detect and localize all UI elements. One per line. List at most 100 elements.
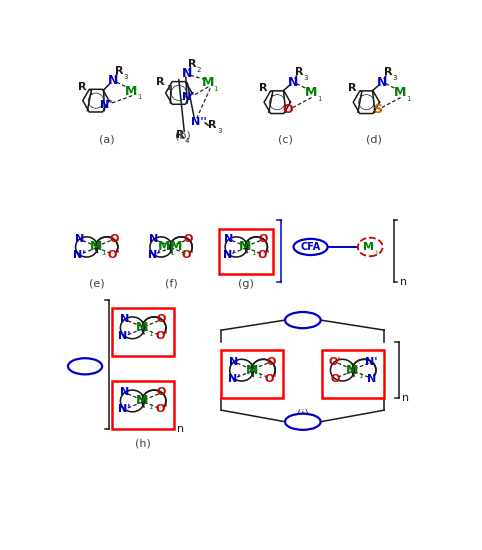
Text: N': N' <box>119 404 131 415</box>
Text: R: R <box>295 67 303 77</box>
Text: O': O' <box>155 331 168 342</box>
Text: N': N' <box>223 250 235 260</box>
Text: 2: 2 <box>182 250 187 256</box>
Text: N': N' <box>100 100 112 110</box>
Text: N': N' <box>365 356 378 367</box>
Text: 3: 3 <box>124 74 128 80</box>
Text: O': O' <box>257 250 270 260</box>
Text: (a): (a) <box>99 134 115 144</box>
Text: R: R <box>348 84 357 94</box>
Text: S: S <box>373 103 382 117</box>
Text: 1: 1 <box>88 90 93 96</box>
Ellipse shape <box>68 358 102 375</box>
Text: M: M <box>90 240 102 254</box>
Text: M: M <box>305 86 318 100</box>
Text: R: R <box>208 120 216 130</box>
Text: n: n <box>402 393 409 403</box>
Text: R: R <box>259 84 268 94</box>
Text: N': N' <box>147 250 160 260</box>
Text: N': N' <box>73 250 86 260</box>
Text: CFA: CFA <box>293 315 313 325</box>
Text: M: M <box>363 242 374 252</box>
Text: 4: 4 <box>185 139 189 145</box>
Text: R: R <box>78 82 86 92</box>
Bar <box>112 308 174 355</box>
Text: N: N <box>108 74 118 87</box>
Text: (e): (e) <box>89 279 105 289</box>
Text: (f): (f) <box>165 279 177 289</box>
Text: R: R <box>176 130 185 140</box>
Text: O: O <box>266 356 276 367</box>
Bar <box>322 350 384 398</box>
Text: 1: 1 <box>148 404 152 410</box>
Text: N: N <box>367 373 376 384</box>
Bar <box>219 229 273 274</box>
Text: O: O <box>184 234 193 244</box>
Text: O': O' <box>265 373 277 384</box>
Text: CFA: CFA <box>75 361 95 371</box>
Ellipse shape <box>358 238 383 256</box>
Ellipse shape <box>285 414 321 430</box>
Text: O: O <box>109 234 119 244</box>
Text: (b): (b) <box>175 130 190 140</box>
Text: CFA: CFA <box>293 417 313 427</box>
Text: O': O' <box>107 250 120 260</box>
Text: M: M <box>245 364 258 377</box>
Text: O: O <box>283 103 294 117</box>
Text: N: N <box>225 234 234 244</box>
Text: R: R <box>156 77 164 87</box>
Bar <box>112 381 174 428</box>
Text: 3: 3 <box>393 75 397 81</box>
Text: N: N <box>149 234 159 244</box>
Text: M: M <box>170 240 183 254</box>
Text: R: R <box>188 59 196 69</box>
Text: R: R <box>115 65 123 75</box>
Text: M: M <box>158 240 170 254</box>
Text: 1: 1 <box>148 331 152 337</box>
Text: N: N <box>75 234 84 244</box>
Text: M: M <box>202 76 214 90</box>
Text: 1: 1 <box>166 85 171 91</box>
Text: O: O <box>157 314 166 324</box>
Text: (d): (d) <box>366 134 382 144</box>
Text: N: N <box>288 76 298 89</box>
Text: 3: 3 <box>304 75 308 81</box>
Text: O': O' <box>182 250 195 260</box>
Text: M: M <box>125 85 138 98</box>
Text: 1: 1 <box>358 373 362 380</box>
Text: n: n <box>400 277 407 287</box>
Text: N': N' <box>119 331 131 342</box>
Text: (g): (g) <box>238 279 254 289</box>
Text: N: N <box>229 356 239 367</box>
Text: 1: 1 <box>359 91 363 97</box>
Text: M: M <box>346 364 359 377</box>
Text: 1: 1 <box>269 91 274 97</box>
Bar <box>221 350 283 398</box>
Text: N: N <box>181 67 192 80</box>
Ellipse shape <box>294 239 328 255</box>
Text: 1: 1 <box>317 96 321 102</box>
Text: n: n <box>177 424 184 433</box>
Text: N'': N'' <box>191 117 207 127</box>
Text: 2: 2 <box>197 67 201 73</box>
Text: 1: 1 <box>101 250 106 256</box>
Text: M: M <box>136 394 148 408</box>
Text: N': N' <box>182 92 194 102</box>
Text: N: N <box>120 314 129 324</box>
Text: M: M <box>136 321 148 334</box>
Ellipse shape <box>285 312 321 328</box>
Text: N: N <box>120 387 129 398</box>
Text: (c): (c) <box>278 134 293 144</box>
Text: 1: 1 <box>137 95 142 101</box>
Text: (i): (i) <box>297 408 309 418</box>
Text: R: R <box>384 67 392 77</box>
Text: N: N <box>377 76 387 89</box>
Text: 1: 1 <box>251 250 255 256</box>
Text: O: O <box>330 373 339 384</box>
Text: 1: 1 <box>214 86 218 92</box>
Text: 1: 1 <box>406 96 410 102</box>
Text: 3: 3 <box>217 128 222 134</box>
Text: CFA: CFA <box>300 242 321 252</box>
Text: M: M <box>394 86 407 100</box>
Text: O: O <box>259 234 268 244</box>
